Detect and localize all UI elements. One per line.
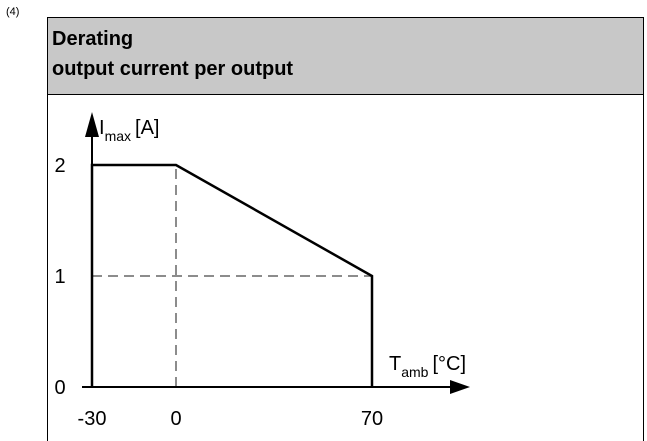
derating-curve — [90, 163, 374, 387]
x-tick-label: -30 — [78, 408, 107, 430]
y-axis-arrow — [85, 112, 99, 137]
x-axis-arrow — [450, 380, 470, 394]
chart-header: Derating output current per output — [48, 18, 643, 95]
reference-lines — [92, 165, 372, 387]
chart-title-line2: output current per output — [52, 58, 294, 80]
x-tick-label: 0 — [170, 408, 181, 430]
y-tick-label: 0 — [54, 377, 65, 399]
x-tick-label: 70 — [361, 408, 383, 430]
footnote-marker: (4) — [6, 6, 20, 18]
y-tick-label: 2 — [54, 155, 65, 177]
chart-frame: Derating output current per output — [47, 17, 644, 441]
axes — [82, 112, 470, 394]
y-tick-label: 1 — [54, 266, 65, 288]
tick-labels: -30 0 70 0 1 2 — [54, 155, 383, 430]
x-axis-label: Tamb [°C] — [389, 353, 466, 380]
chart-title-line1: Derating — [52, 28, 134, 50]
y-axis-label: Imax [A] — [99, 117, 159, 144]
